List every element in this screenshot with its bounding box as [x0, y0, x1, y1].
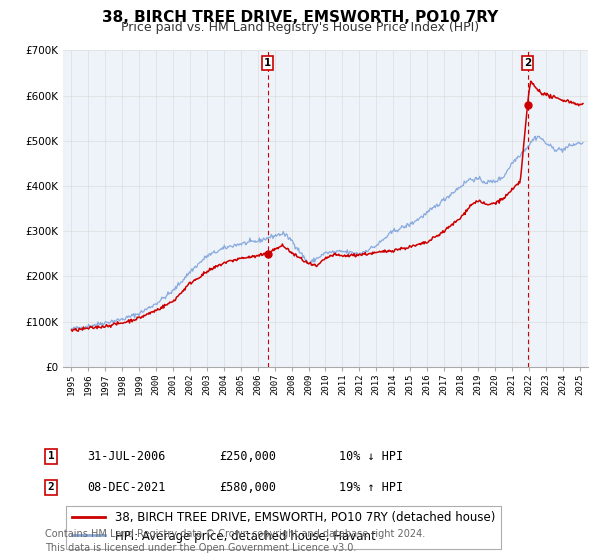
Text: 2: 2	[524, 58, 531, 68]
Text: £250,000: £250,000	[219, 450, 276, 463]
Text: 1: 1	[264, 58, 271, 68]
Text: £580,000: £580,000	[219, 480, 276, 494]
Text: 08-DEC-2021: 08-DEC-2021	[87, 480, 166, 494]
Text: Price paid vs. HM Land Registry's House Price Index (HPI): Price paid vs. HM Land Registry's House …	[121, 21, 479, 34]
Text: 38, BIRCH TREE DRIVE, EMSWORTH, PO10 7RY: 38, BIRCH TREE DRIVE, EMSWORTH, PO10 7RY	[102, 10, 498, 25]
Text: 10% ↓ HPI: 10% ↓ HPI	[339, 450, 403, 463]
Text: 1: 1	[47, 451, 55, 461]
Text: 31-JUL-2006: 31-JUL-2006	[87, 450, 166, 463]
Text: Contains HM Land Registry data © Crown copyright and database right 2024.
This d: Contains HM Land Registry data © Crown c…	[45, 529, 425, 553]
Legend: 38, BIRCH TREE DRIVE, EMSWORTH, PO10 7RY (detached house), HPI: Average price, d: 38, BIRCH TREE DRIVE, EMSWORTH, PO10 7RY…	[66, 506, 501, 549]
Text: 19% ↑ HPI: 19% ↑ HPI	[339, 480, 403, 494]
Text: 2: 2	[47, 482, 55, 492]
